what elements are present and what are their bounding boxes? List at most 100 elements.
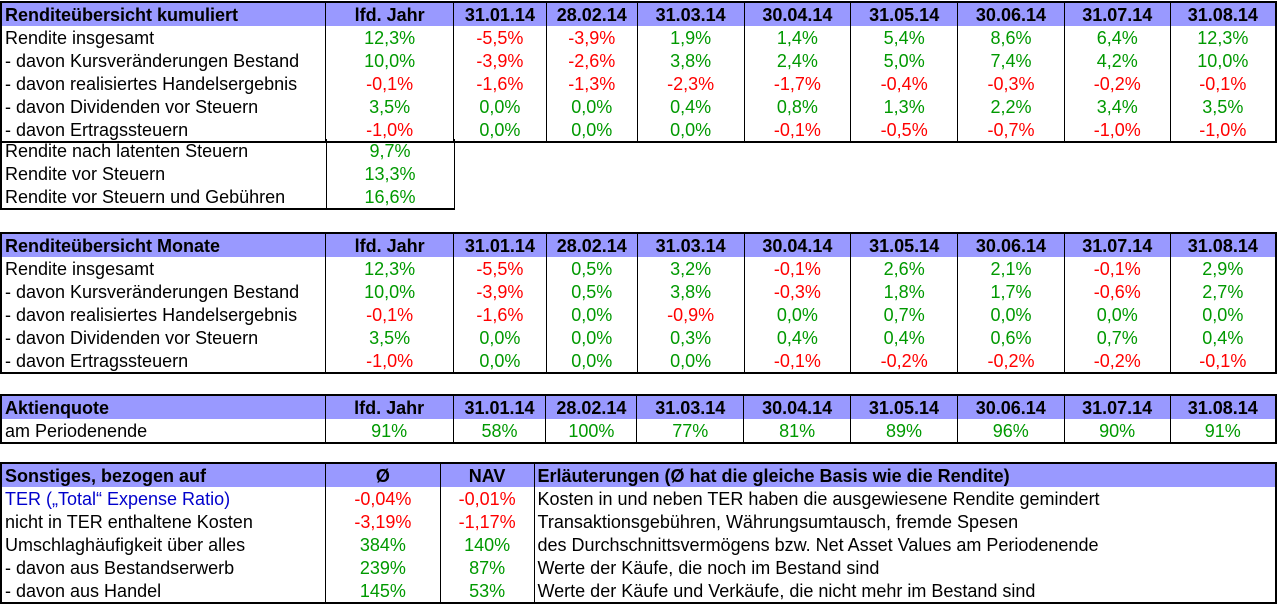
value-cell[interactable]: -0,2%	[1063, 349, 1171, 373]
value-cell[interactable]: 87%	[439, 556, 534, 579]
value-cell[interactable]: 53%	[439, 579, 534, 603]
value-cell[interactable]: -0,01%	[439, 487, 534, 510]
column-header[interactable]: lfd. Jahr	[325, 233, 454, 257]
column-header[interactable]: lfd. Jahr	[325, 2, 454, 26]
value-cell[interactable]: -0,1%	[1169, 72, 1276, 95]
value-cell[interactable]: 6,4%	[1063, 26, 1171, 49]
row-label[interactable]: - davon aus Handel	[5, 580, 162, 601]
column-header[interactable]: Erläuterungen (Ø hat die gleiche Basis w…	[533, 463, 1276, 487]
value-cell[interactable]: 3,2%	[636, 257, 745, 280]
value-cell[interactable]: 9,7%	[325, 139, 454, 162]
value-cell[interactable]: -1,6%	[453, 303, 547, 326]
column-header[interactable]: 28.02.14	[545, 233, 638, 257]
column-header[interactable]: 31.07.14	[1063, 233, 1171, 257]
value-cell[interactable]: -0,9%	[636, 303, 745, 326]
row-label[interactable]: Rendite insgesamt	[5, 258, 155, 279]
value-cell[interactable]: -0,1%	[743, 118, 851, 142]
value-cell[interactable]: 0,6%	[957, 326, 1065, 349]
value-cell[interactable]: 8,6%	[957, 26, 1065, 49]
value-cell[interactable]: 1,4%	[743, 26, 851, 49]
column-header[interactable]: 31.01.14	[452, 395, 546, 419]
value-cell[interactable]: 0,0%	[545, 303, 638, 326]
value-cell[interactable]: -2,6%	[545, 49, 638, 72]
value-cell[interactable]: 0,0%	[636, 118, 745, 142]
value-cell[interactable]: 10,0%	[1169, 49, 1276, 72]
value-cell[interactable]: -1,0%	[325, 349, 454, 373]
value-cell[interactable]: 0,0%	[545, 118, 638, 142]
row-label[interactable]: - davon Dividenden vor Steuern	[5, 327, 259, 348]
value-cell[interactable]: 13,3%	[325, 162, 454, 185]
column-header[interactable]: 31.01.14	[453, 2, 547, 26]
value-cell[interactable]: -2,3%	[636, 72, 745, 95]
value-cell[interactable]: 0,4%	[850, 326, 958, 349]
value-cell[interactable]: 90%	[1063, 419, 1171, 443]
value-cell[interactable]: 5,0%	[850, 49, 958, 72]
value-cell[interactable]: 140%	[439, 533, 534, 556]
column-header[interactable]: 30.04.14	[743, 395, 851, 419]
column-header[interactable]: 28.02.14	[545, 2, 638, 26]
value-cell[interactable]: 0,5%	[545, 280, 638, 303]
value-cell[interactable]: -0,7%	[957, 118, 1065, 142]
table-title[interactable]: Renditeübersicht kumuliert	[1, 2, 326, 26]
value-cell[interactable]: 7,4%	[957, 49, 1065, 72]
column-header[interactable]: 31.07.14	[1063, 395, 1171, 419]
value-cell[interactable]: 91%	[324, 419, 454, 443]
column-header[interactable]: 30.06.14	[957, 2, 1065, 26]
value-cell[interactable]: 2,1%	[957, 257, 1065, 280]
value-cell[interactable]: 0,0%	[743, 303, 851, 326]
row-label[interactable]: - davon realisiertes Handelsergebnis	[5, 73, 298, 94]
column-header[interactable]: lfd. Jahr	[324, 395, 454, 419]
value-cell[interactable]: -1,7%	[743, 72, 851, 95]
value-cell[interactable]: 81%	[743, 419, 851, 443]
column-header[interactable]: 31.08.14	[1169, 395, 1276, 419]
column-header[interactable]: NAV	[439, 463, 534, 487]
value-cell[interactable]: 239%	[325, 556, 441, 579]
value-cell[interactable]: -0,1%	[1063, 257, 1171, 280]
value-cell[interactable]: 0,7%	[1063, 326, 1171, 349]
value-cell[interactable]: 2,7%	[1169, 280, 1276, 303]
value-cell[interactable]: 0,4%	[636, 95, 745, 118]
value-cell[interactable]: -0,2%	[957, 349, 1065, 373]
row-label[interactable]: TER („Total“ Expense Ratio)	[5, 488, 231, 509]
column-header[interactable]: 31.07.14	[1063, 2, 1171, 26]
row-label[interactable]: Rendite vor Steuern	[5, 163, 166, 184]
value-cell[interactable]: 3,8%	[636, 280, 745, 303]
column-header[interactable]: 31.08.14	[1169, 2, 1276, 26]
value-cell[interactable]: 100%	[545, 419, 637, 443]
value-cell[interactable]: 16,6%	[325, 185, 454, 209]
row-label[interactable]: - davon Kursveränderungen Bestand	[5, 50, 300, 71]
value-cell[interactable]: -1,0%	[1063, 118, 1171, 142]
column-header[interactable]: 28.02.14	[545, 395, 637, 419]
value-cell[interactable]: -1,0%	[325, 118, 454, 142]
value-cell[interactable]: 3,4%	[1063, 95, 1171, 118]
value-cell[interactable]: -3,19%	[325, 510, 441, 533]
column-header[interactable]: 30.06.14	[956, 395, 1065, 419]
value-cell[interactable]: -0,1%	[743, 349, 851, 373]
value-cell[interactable]: -1,0%	[1169, 118, 1276, 142]
column-header[interactable]: 31.03.14	[636, 395, 744, 419]
table-title[interactable]: Sonstiges, bezogen auf	[1, 463, 326, 487]
value-cell[interactable]: 3,5%	[325, 326, 454, 349]
value-cell[interactable]: 0,4%	[1169, 326, 1276, 349]
value-cell[interactable]: 0,5%	[545, 257, 638, 280]
value-cell[interactable]: 0,0%	[453, 95, 547, 118]
value-cell[interactable]: 0,0%	[453, 349, 547, 373]
column-header[interactable]: 31.05.14	[850, 395, 958, 419]
value-cell[interactable]: -0,1%	[1169, 349, 1276, 373]
value-cell[interactable]: 2,4%	[743, 49, 851, 72]
value-cell[interactable]: 1,3%	[850, 95, 958, 118]
row-label[interactable]: - davon Kursveränderungen Bestand	[5, 281, 300, 302]
value-cell[interactable]: -0,04%	[325, 487, 441, 510]
value-cell[interactable]: -0,3%	[957, 72, 1065, 95]
value-cell[interactable]: 10,0%	[325, 280, 454, 303]
value-cell[interactable]: 384%	[325, 533, 441, 556]
value-cell[interactable]: 5,4%	[850, 26, 958, 49]
column-header[interactable]: 31.03.14	[636, 233, 745, 257]
value-cell[interactable]: 3,5%	[1169, 95, 1276, 118]
value-cell[interactable]: 96%	[956, 419, 1065, 443]
value-cell[interactable]: -5,5%	[453, 26, 547, 49]
value-cell[interactable]: 3,5%	[325, 95, 454, 118]
column-header[interactable]: 31.08.14	[1169, 233, 1276, 257]
value-cell[interactable]: -3,9%	[453, 49, 547, 72]
value-cell[interactable]: 0,0%	[1169, 303, 1276, 326]
